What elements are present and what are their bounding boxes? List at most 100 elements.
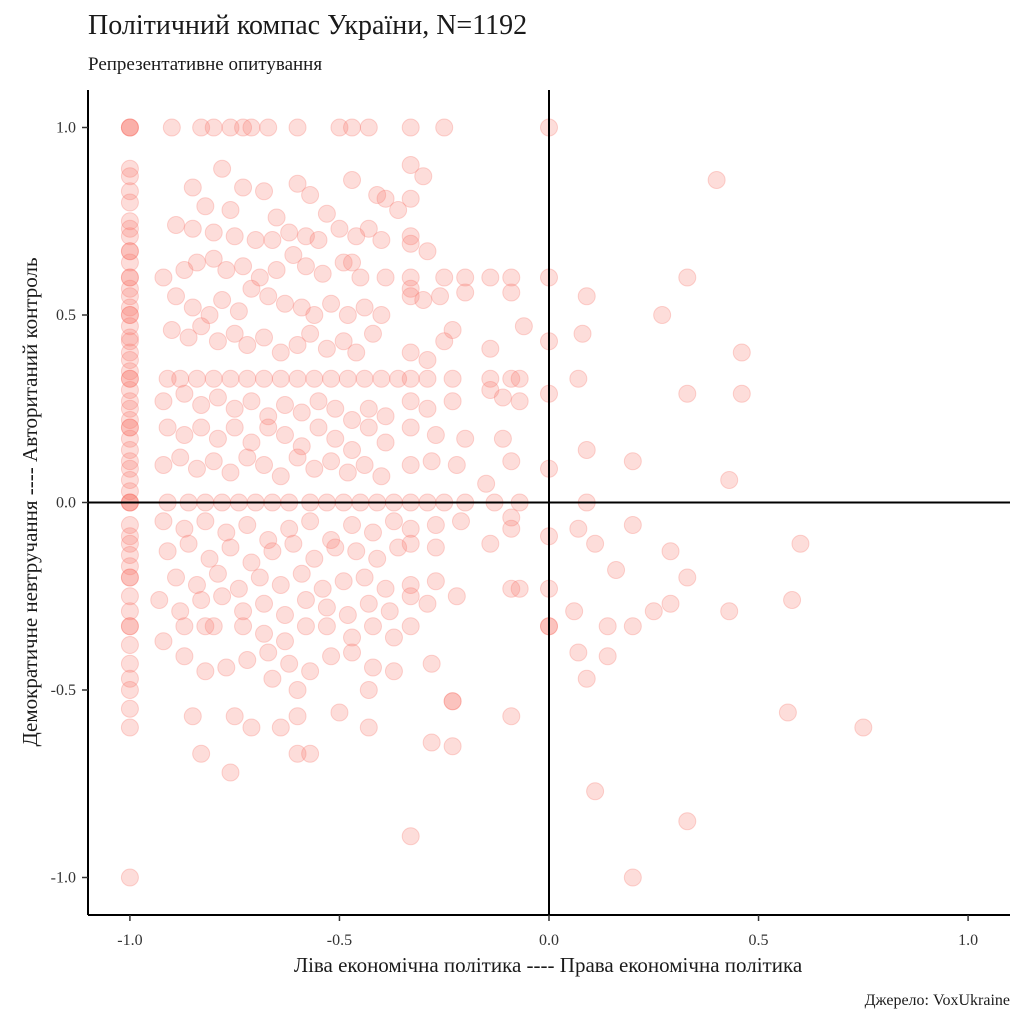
data-point: [401, 118, 420, 137]
data-point: [418, 594, 437, 613]
data-point: [338, 606, 357, 624]
data-point: [456, 429, 475, 448]
data-point: [577, 287, 596, 306]
data-point: [317, 598, 336, 617]
data-point: [120, 212, 139, 231]
y-tick-label: -0.5: [51, 682, 76, 699]
data-point: [120, 868, 139, 887]
data-point: [586, 534, 605, 553]
data-point: [120, 568, 139, 587]
chart-caption: Джерело: VoxUkraine: [865, 992, 1010, 1009]
data-point: [305, 459, 324, 478]
data-point: [234, 602, 253, 621]
data-point: [234, 118, 253, 137]
data-point: [401, 234, 420, 253]
data-point: [167, 287, 186, 306]
data-point: [259, 118, 278, 137]
data-point: [372, 306, 391, 324]
data-point: [200, 549, 219, 568]
data-point: [120, 452, 139, 471]
data-point: [187, 459, 206, 478]
data-point: [493, 388, 512, 407]
data-point: [221, 463, 240, 482]
data-point: [678, 568, 697, 587]
data-point: [313, 579, 332, 598]
x-tick-label: -1.0: [117, 932, 142, 949]
data-point: [271, 718, 290, 737]
data-point: [259, 407, 278, 426]
data-point: [242, 433, 261, 452]
data-point: [196, 197, 215, 216]
data-point: [502, 268, 521, 287]
data-point: [401, 418, 420, 437]
data-point: [225, 707, 244, 726]
data-point: [271, 369, 290, 388]
data-point: [120, 546, 139, 564]
data-point: [288, 744, 307, 763]
data-point: [183, 707, 202, 726]
data-point: [175, 617, 194, 636]
data-point: [401, 279, 420, 298]
data-point: [221, 369, 240, 388]
data-point: [330, 219, 349, 238]
data-point: [447, 456, 466, 474]
data-point: [120, 568, 139, 587]
data-point: [343, 441, 362, 459]
data-point: [234, 257, 253, 276]
data-point: [343, 118, 362, 137]
data-point: [301, 512, 320, 531]
data-point: [292, 564, 311, 583]
data-point: [263, 231, 282, 249]
data-point: [120, 636, 139, 654]
data-point: [255, 328, 274, 347]
data-point: [204, 452, 223, 471]
data-point: [296, 591, 315, 609]
data-point: [120, 118, 139, 137]
data-point: [192, 118, 211, 137]
data-point: [309, 231, 328, 249]
data-point: [120, 242, 139, 261]
data-point: [238, 369, 257, 388]
data-point: [225, 399, 244, 418]
data-point: [187, 253, 206, 272]
data-point: [372, 467, 391, 486]
data-point: [783, 591, 802, 609]
data-point: [389, 201, 408, 219]
y-axis-ticks: -1.0 -0.5 0.0 0.5 1.0: [51, 120, 88, 887]
data-point: [292, 298, 311, 317]
data-point: [255, 624, 274, 643]
data-point: [292, 437, 311, 456]
data-point: [154, 268, 173, 287]
data-point: [414, 167, 433, 186]
data-point: [221, 118, 240, 137]
data-point: [120, 399, 139, 418]
data-point: [120, 242, 139, 261]
data-point: [120, 287, 139, 306]
data-point: [271, 576, 290, 594]
data-point: [791, 534, 810, 553]
data-point: [120, 159, 139, 178]
data-point: [259, 287, 278, 306]
data-point: [120, 557, 139, 576]
data-point: [363, 523, 382, 542]
data-point: [154, 456, 173, 474]
data-point: [573, 324, 592, 343]
chart-title: Політичний компас України, N=1192: [88, 10, 527, 41]
data-point: [242, 118, 261, 137]
data-point: [225, 227, 244, 246]
data-point: [150, 591, 169, 609]
data-point: [389, 369, 408, 388]
data-point: [435, 268, 454, 287]
data-point: [275, 396, 294, 414]
data-point: [305, 549, 324, 568]
data-point: [259, 531, 278, 549]
data-point: [120, 681, 139, 699]
data-point: [380, 602, 399, 621]
data-point: [225, 324, 244, 343]
data-point: [301, 186, 320, 204]
data-point: [296, 227, 315, 246]
data-point: [577, 441, 596, 459]
data-point: [384, 628, 403, 647]
data-point: [158, 418, 177, 437]
data-point: [229, 302, 248, 321]
